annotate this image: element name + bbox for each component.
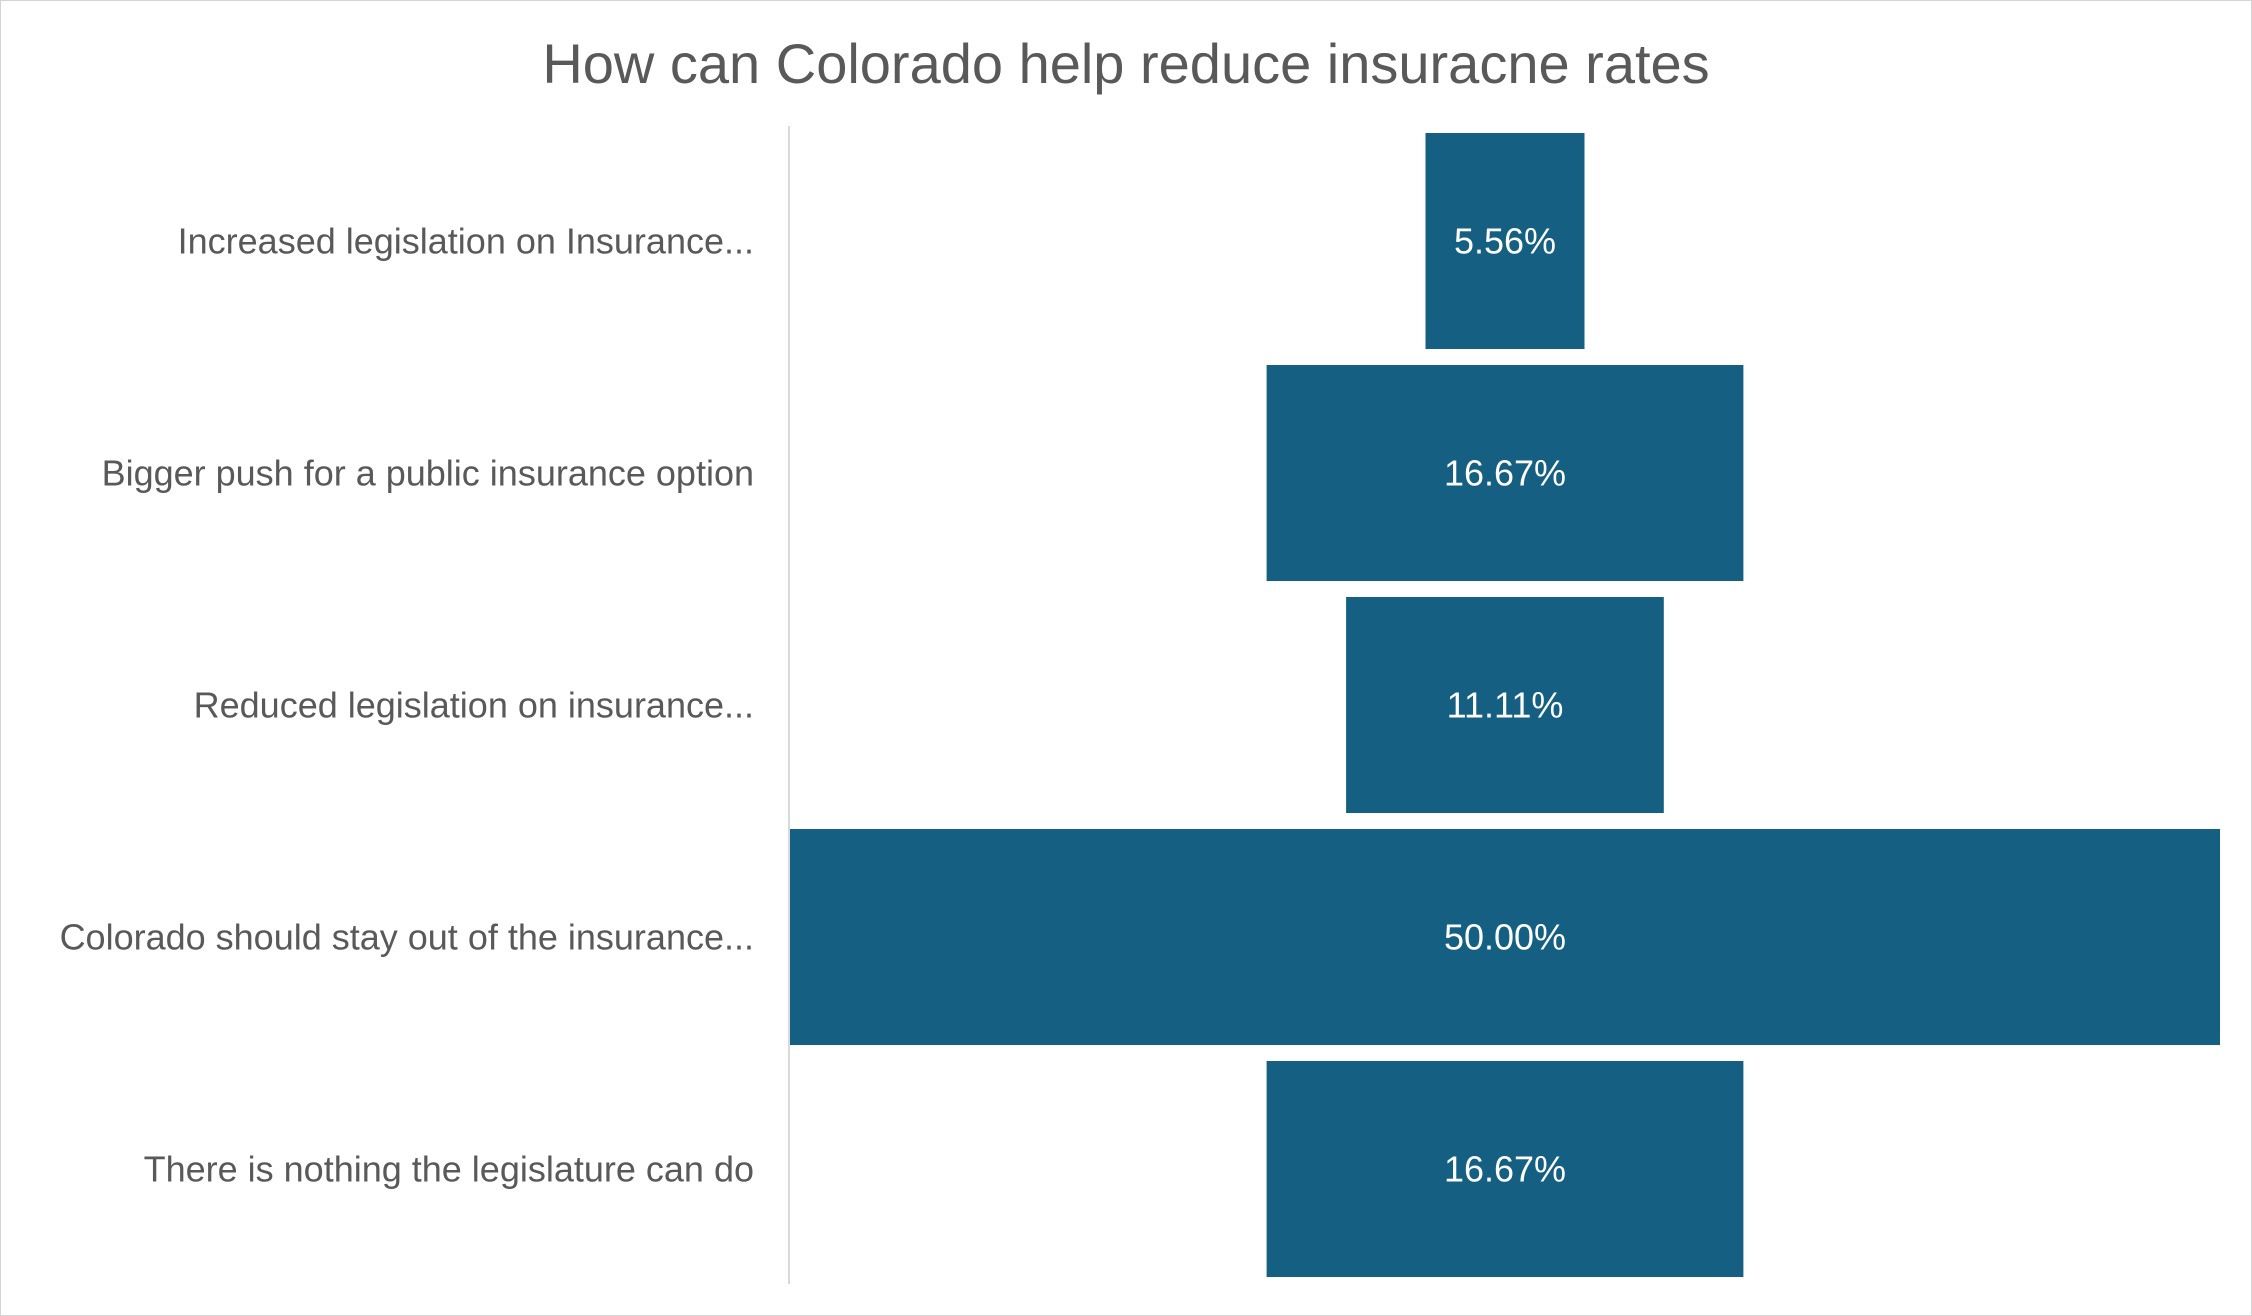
category-label-5: There is nothing the legislature can do	[144, 1149, 754, 1190]
funnel-bar-1	[1425, 133, 1585, 349]
category-label-2: Bigger push for a public insurance optio…	[102, 453, 754, 494]
category-label-1: Increased legislation on Insurance...	[178, 221, 754, 262]
bars-group	[790, 133, 2220, 1277]
data-label-5: 16.67%	[1444, 1149, 1566, 1190]
funnel-bar-5	[1266, 1061, 1744, 1277]
data-label-2: 16.67%	[1444, 453, 1566, 494]
funnel-bar-2	[1266, 365, 1744, 581]
category-label-3: Reduced legislation on insurance...	[194, 685, 754, 726]
funnel-bar-4	[790, 829, 2220, 1045]
data-label-3: 11.11%	[1447, 685, 1564, 726]
category-labels-group: Increased legislation on Insurance... Big…	[60, 221, 754, 1190]
data-labels-group: 5.56% 16.67% 11.11% 50.00% 16.67%	[1444, 221, 1566, 1190]
funnel-bar-3	[1346, 597, 1664, 813]
chart-title: How can Colorado help reduce insuracne r…	[542, 32, 1710, 95]
data-label-4: 50.00%	[1444, 917, 1566, 958]
data-label-1: 5.56%	[1454, 221, 1556, 262]
category-label-4: Colorado should stay out of the insuranc…	[60, 917, 754, 958]
